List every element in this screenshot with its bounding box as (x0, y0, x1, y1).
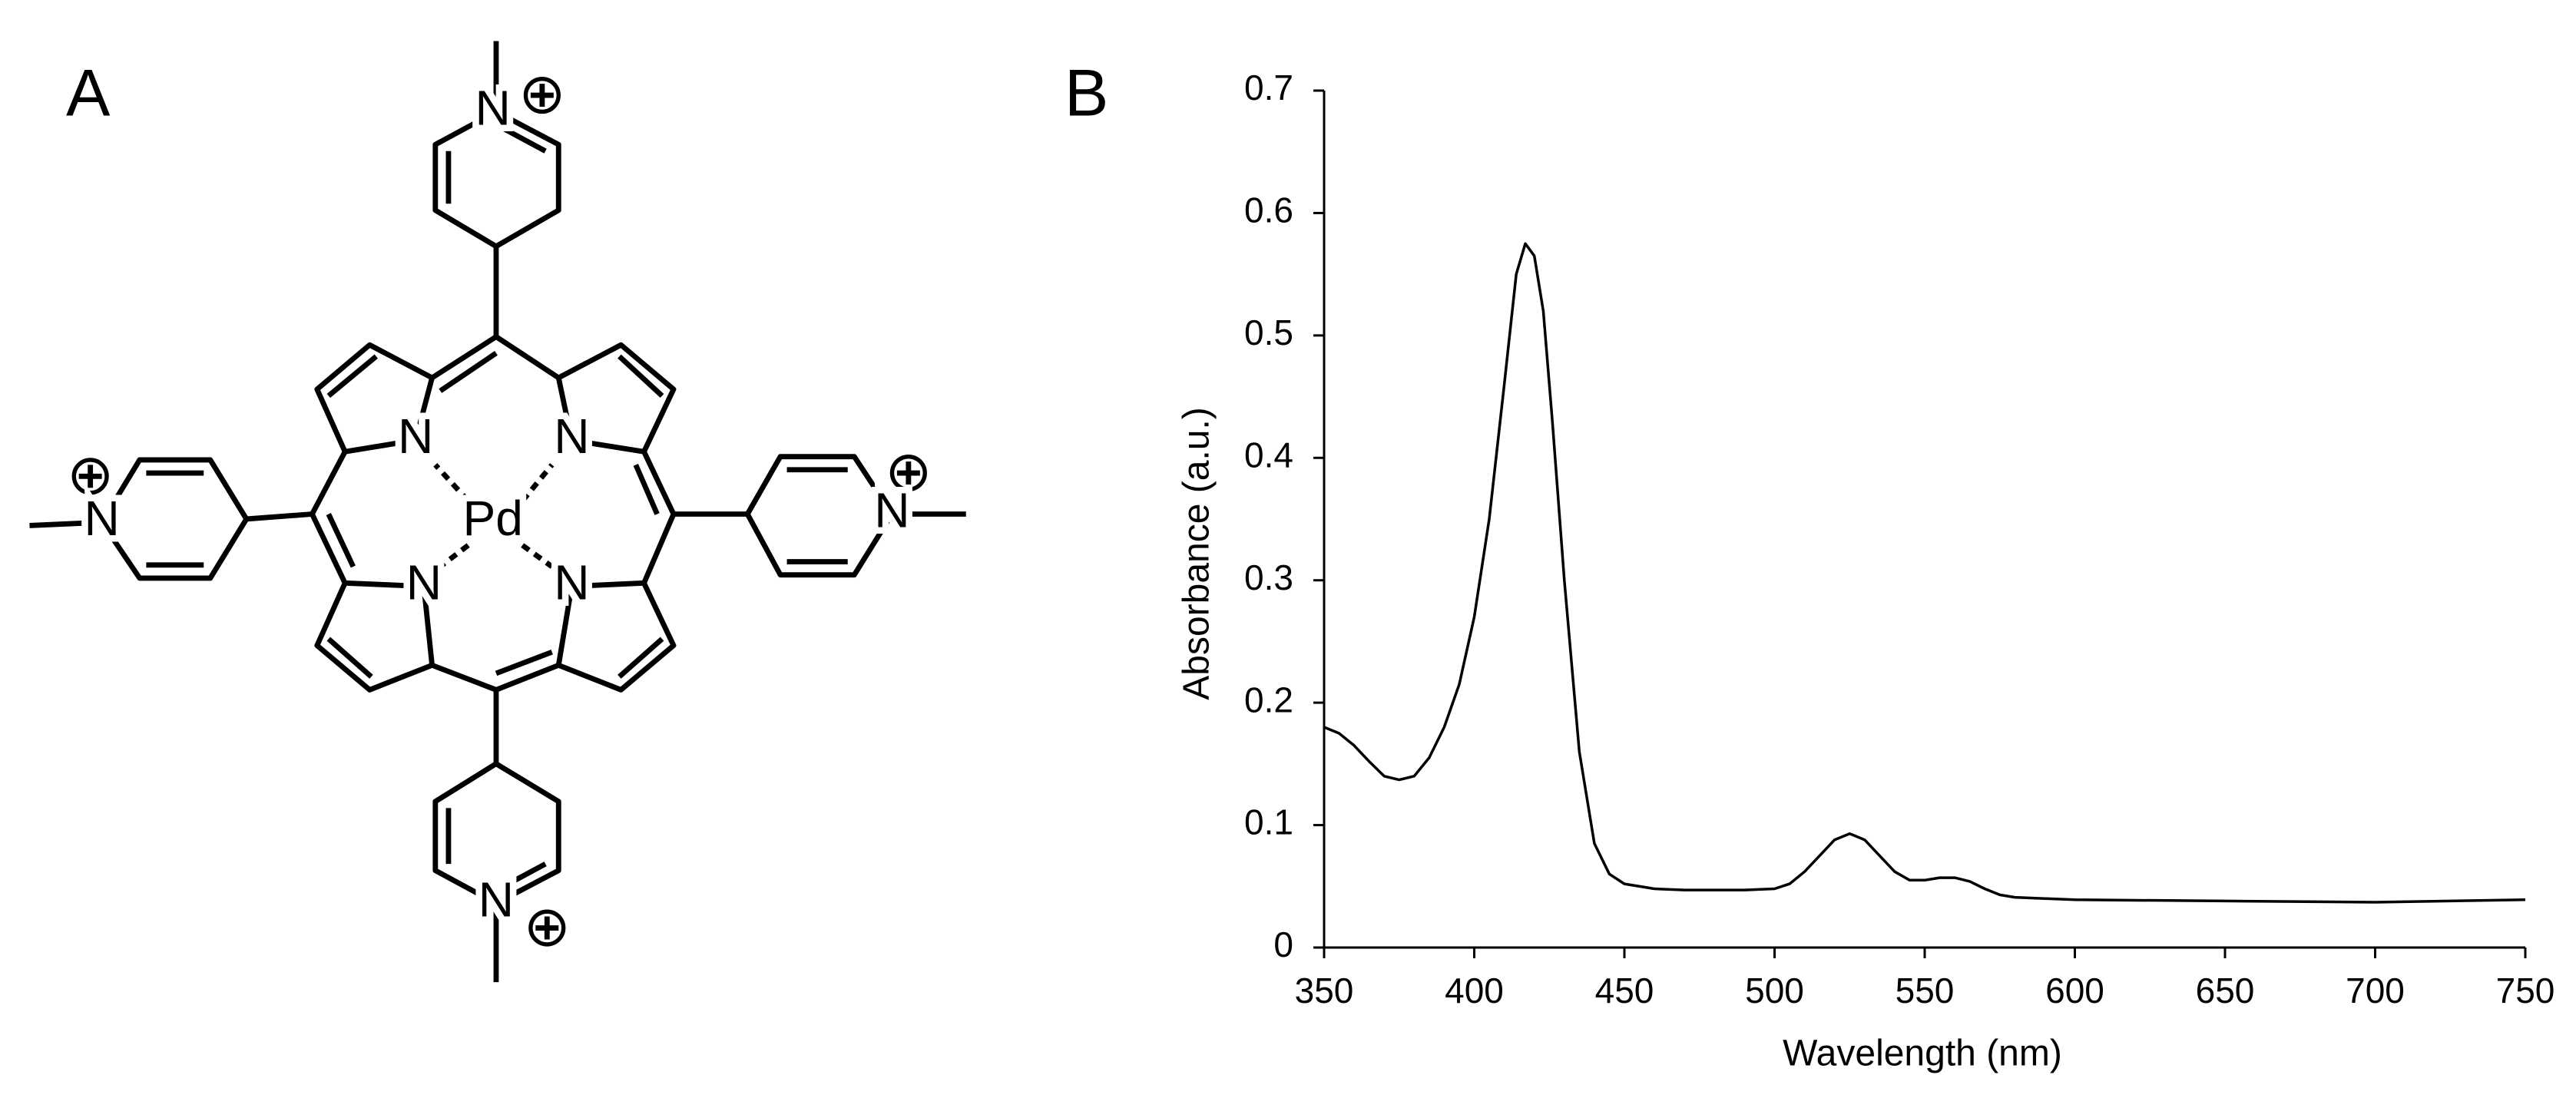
pyrrole (314, 580, 435, 693)
pyrrole (555, 580, 677, 693)
x-tick-label: 400 (1445, 971, 1504, 1010)
bond (326, 637, 373, 679)
atom-label: N (874, 482, 909, 537)
panel-label: A (66, 57, 111, 131)
atom-label: Pd (462, 491, 522, 546)
molecule: N N N N Pd N N N N (29, 41, 966, 983)
bond (326, 513, 356, 568)
y-tick-label: 0.4 (1244, 435, 1293, 475)
y-tick-label: 0.2 (1244, 680, 1293, 719)
atom-label: N (478, 872, 514, 927)
atom-label: N (406, 555, 442, 610)
atom-label: N (554, 408, 589, 464)
y-tick-label: 0.6 (1244, 190, 1293, 230)
y-tick-label: 0 (1273, 924, 1293, 964)
charge (889, 454, 927, 492)
bond (501, 125, 547, 154)
bond (495, 649, 553, 676)
pyrrole (314, 342, 435, 455)
atom-label: N (554, 555, 589, 610)
x-tick-label: 550 (1896, 971, 1955, 1010)
x-tick-label: 600 (2045, 971, 2104, 1010)
x-axis-title: Wavelength (nm) (1783, 1034, 2062, 1074)
panel-label: B (1065, 57, 1108, 131)
coordination (520, 463, 555, 503)
atom-label: N (398, 408, 433, 464)
charge (71, 458, 109, 495)
bond (618, 637, 664, 679)
bond (431, 663, 560, 693)
bond (29, 519, 102, 528)
y-tick-label: 0.5 (1244, 313, 1293, 352)
x-tick-label: 700 (2346, 971, 2405, 1010)
bond (326, 354, 379, 399)
y-axis-title: Absorbance (a.u.) (1177, 407, 1217, 700)
charge (523, 76, 561, 114)
y-tick-label: 0.1 (1244, 802, 1293, 842)
bond (618, 354, 664, 399)
x-tick-label: 350 (1295, 971, 1354, 1010)
pyridine (99, 457, 250, 581)
bond (430, 334, 561, 380)
coordination (521, 543, 554, 569)
atom-label: N (84, 491, 119, 546)
y-tick-label: 0.7 (1244, 68, 1293, 107)
bond (439, 351, 498, 393)
bond (633, 463, 660, 515)
coordination (433, 463, 471, 503)
pyridine (744, 454, 895, 578)
x-tick-label: 650 (2196, 971, 2255, 1010)
x-tick-label: 750 (2496, 971, 2555, 1010)
bond (246, 511, 313, 522)
y-tick-label: 0.3 (1244, 557, 1293, 597)
charge (528, 909, 566, 947)
bond (501, 862, 547, 890)
bond (641, 450, 677, 584)
x-tick-label: 450 (1595, 971, 1654, 1010)
coordination (439, 543, 470, 569)
x-tick-label: 500 (1745, 971, 1804, 1010)
pyrrole (555, 342, 677, 455)
atom-label: N (475, 80, 511, 135)
spectrum-line (1323, 242, 2526, 904)
